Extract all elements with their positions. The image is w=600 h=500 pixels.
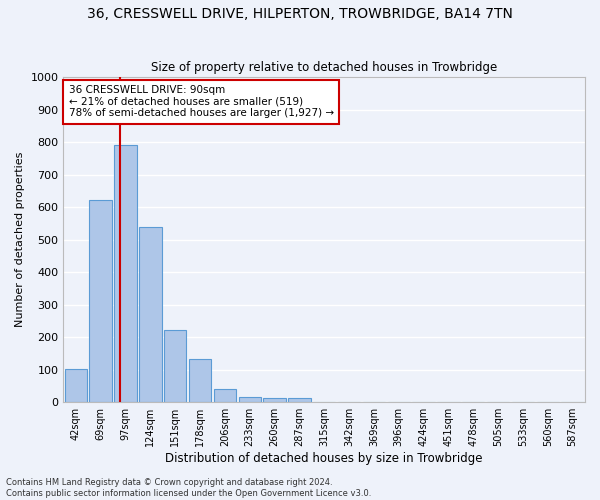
Bar [139,228,161,402]
Title: Size of property relative to detached houses in Trowbridge: Size of property relative to detached ho… [151,62,497,74]
Bar [65,368,87,402]
Bar [164,330,187,402]
Bar [239,396,261,402]
Bar [115,146,137,402]
Bar [214,388,236,402]
Bar [288,398,311,402]
Text: Contains HM Land Registry data © Crown copyright and database right 2024.
Contai: Contains HM Land Registry data © Crown c… [6,478,371,498]
X-axis label: Distribution of detached houses by size in Trowbridge: Distribution of detached houses by size … [166,452,483,465]
Text: 36, CRESSWELL DRIVE, HILPERTON, TROWBRIDGE, BA14 7TN: 36, CRESSWELL DRIVE, HILPERTON, TROWBRID… [87,8,513,22]
Bar [89,200,112,402]
Y-axis label: Number of detached properties: Number of detached properties [15,152,25,328]
Bar [263,398,286,402]
Text: 36 CRESSWELL DRIVE: 90sqm
← 21% of detached houses are smaller (519)
78% of semi: 36 CRESSWELL DRIVE: 90sqm ← 21% of detac… [68,85,334,118]
Bar [189,360,211,402]
